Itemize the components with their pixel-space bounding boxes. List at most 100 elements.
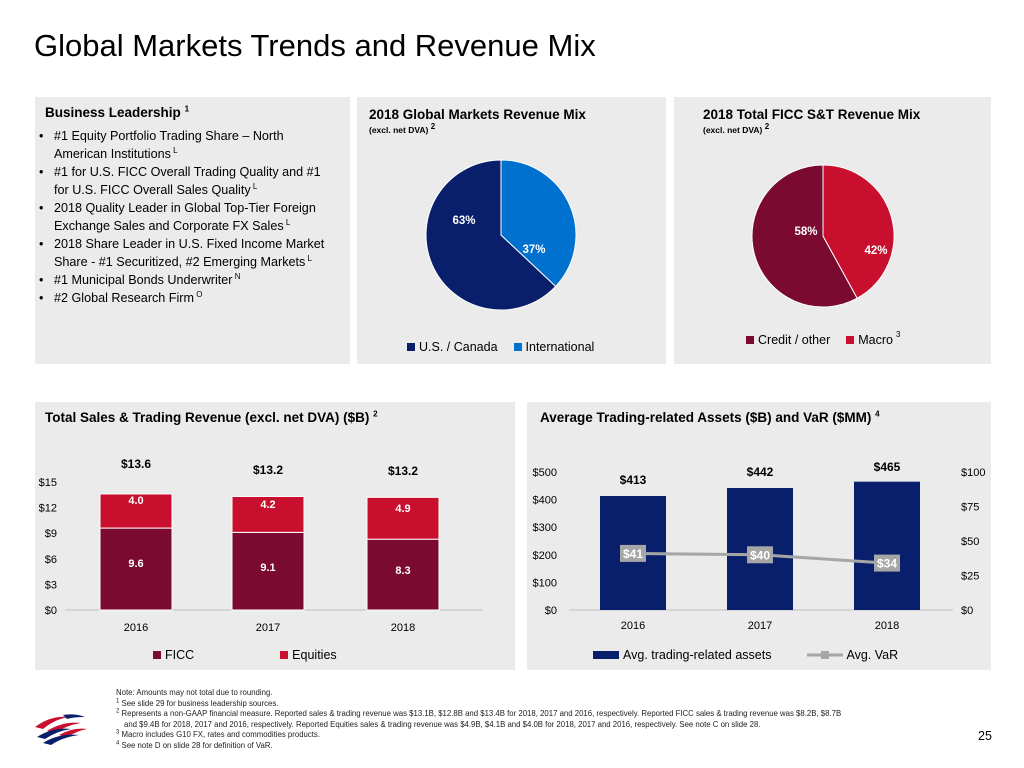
legend-label-ficc: FICC	[165, 648, 195, 662]
legend-swatch-macro	[846, 336, 855, 344]
leadership-bullet: #1 Municipal Bonds Underwriter N	[35, 271, 335, 289]
assets-var-legend: Avg. trading-related assets Avg. VaR	[593, 648, 898, 662]
x-tick-label: 2018	[391, 622, 415, 634]
leadership-bullet: #2 Global Research Firm O	[35, 289, 335, 307]
bar-value-label: 4.9	[395, 503, 410, 515]
leadership-bullet: #1 Equity Portfolio Trading Share – Nort…	[35, 127, 335, 163]
bank-flag-logo	[35, 714, 87, 745]
var-value-label: $34	[877, 557, 897, 571]
pie-slice-u-s-canada	[425, 159, 557, 311]
assets-var-title: Average Trading-related Assets ($B) and …	[540, 409, 880, 425]
y-right-tick-label: $50	[961, 536, 979, 548]
global-mix-title: 2018 Global Markets Revenue Mix	[369, 107, 586, 122]
y-left-tick-label: $200	[533, 550, 557, 562]
sales-trading-panel: Total Sales & Trading Revenue (excl. net…	[35, 402, 515, 670]
pie-slice-macro	[822, 164, 895, 299]
global-mix-subtitle: (excl. net DVA) 2	[369, 122, 436, 135]
var-point	[747, 546, 773, 564]
x-tick-label: 2016	[124, 622, 148, 634]
legend-swatch-equities	[280, 651, 289, 659]
page-number: 25	[978, 729, 992, 743]
global-mix-legend: U.S. / Canada International	[407, 340, 594, 354]
bar-equities-2018	[366, 496, 440, 540]
ficc-mix-panel: 2018 Total FICC S&T Revenue Mix (excl. n…	[674, 97, 991, 364]
y-right-tick-label: $75	[961, 502, 979, 514]
y-tick-label: $3	[45, 579, 57, 591]
leadership-bullet: 2018 Quality Leader in Global Top-Tier F…	[35, 199, 335, 235]
legend-label-assets: Avg. trading-related assets	[623, 648, 772, 662]
leadership-panel: Business Leadership 1 #1 Equity Portfoli…	[35, 97, 350, 364]
y-right-tick-label: $100	[961, 467, 985, 479]
assets-var-panel: Average Trading-related Assets ($B) and …	[527, 402, 991, 670]
y-left-tick-label: $300	[533, 522, 557, 534]
legend-label-equities: Equities	[292, 648, 337, 662]
bar-total-label: $13.2	[253, 463, 283, 477]
assets-var-combo-chart: $0 $100 $200 $300 $400 $500 $0 $25 $50 $75 $100 $41…	[533, 460, 986, 632]
bar-value-label: 4.2	[260, 499, 275, 511]
footnote: and $9.4B for 2018, 2017 and 2016, respe…	[124, 719, 761, 729]
footnote: 4 See note D on slide 28 for definition …	[116, 740, 273, 750]
legend-swatch-ficc	[153, 651, 161, 659]
var-point	[620, 544, 646, 562]
bar-value-label: $465	[874, 460, 901, 474]
y-left-tick-label: $500	[533, 467, 557, 479]
ficc-mix-subtitle: (excl. net DVA) 2	[703, 122, 770, 135]
legend-swatch-var	[807, 651, 844, 659]
bar-ficc-2016	[99, 527, 173, 611]
legend-swatch-international	[513, 343, 522, 351]
bar-value-label: 8.3	[395, 565, 410, 577]
page-title: Global Markets Trends and Revenue Mix	[34, 28, 596, 63]
bar-value-label: $413	[620, 473, 647, 487]
legend-label-var: Avg. VaR	[846, 648, 899, 662]
x-tick-label: 2017	[748, 620, 772, 632]
sales-trading-title: Total Sales & Trading Revenue (excl. net…	[45, 409, 378, 425]
leadership-bullet: 2018 Share Leader in U.S. Fixed Income M…	[35, 235, 335, 271]
leadership-bullets: #1 Equity Portfolio Trading Share – Nort…	[35, 127, 335, 307]
y-left-tick-label: $100	[533, 577, 557, 589]
y-right-tick-label: $25	[961, 571, 979, 583]
bar-value-label: 4.0	[128, 495, 143, 507]
var-value-label: $41	[623, 547, 643, 561]
y-tick-label: $0	[45, 605, 57, 617]
bar-value-label: 9.6	[128, 558, 143, 570]
y-tick-label: $9	[45, 528, 57, 540]
y-right-tick-label: $0	[961, 605, 973, 617]
x-tick-label: 2018	[875, 620, 899, 632]
pie-value-label: 42%	[864, 245, 887, 257]
leadership-bullet: #1 for U.S. FICC Overall Trading Quality…	[35, 163, 335, 199]
pie-value-label: 37%	[522, 244, 545, 256]
legend-swatch-credit-other	[746, 336, 754, 344]
y-tick-label: $6	[45, 554, 57, 566]
pie-value-label: 58%	[794, 226, 817, 238]
y-left-tick-label: $400	[533, 495, 557, 507]
legend-label-international: International	[525, 340, 595, 354]
ficc-mix-pie-chart: 58% 42%	[751, 164, 895, 308]
bar-ficc-2017	[231, 531, 305, 611]
ficc-mix-title: 2018 Total FICC S&T Revenue Mix	[703, 107, 921, 122]
y-tick-label: $12	[39, 503, 57, 515]
bar-equities-2016	[99, 493, 173, 529]
footnote: 2 Represents a non-GAAP financial measur…	[116, 708, 842, 719]
footnotes: Note: Amounts may not total due to round…	[116, 688, 976, 752]
ficc-mix-legend: Credit / other Macro 3	[746, 331, 900, 347]
y-left-tick-label: $0	[545, 605, 557, 617]
bar-assets-2018	[854, 481, 920, 610]
y-tick-label: $15	[39, 477, 57, 489]
var-point	[874, 554, 900, 572]
pie-value-label: 63%	[452, 215, 475, 227]
var-value-label: $40	[750, 548, 770, 562]
pie-slice-credit-other	[751, 164, 858, 308]
leadership-title: Business Leadership 1	[45, 104, 190, 120]
x-tick-label: 2017	[256, 622, 280, 634]
legend-swatch-assets	[593, 651, 619, 659]
legend-label-macro: Macro	[858, 333, 893, 347]
pie-slice-international	[500, 159, 577, 288]
legend-label-us-canada: U.S. / Canada	[419, 340, 498, 354]
footnote: 1 See slide 29 for business leadership s…	[116, 698, 279, 708]
footnote: Note: Amounts may not total due to round…	[116, 688, 273, 697]
bar-equities-2017	[231, 496, 305, 533]
legend-swatch-us-canada	[407, 343, 415, 351]
sales-trading-legend: FICC Equities	[153, 648, 337, 662]
global-mix-pie-chart: 63% 37%	[425, 159, 577, 311]
bar-value-label: 9.1	[260, 562, 275, 574]
